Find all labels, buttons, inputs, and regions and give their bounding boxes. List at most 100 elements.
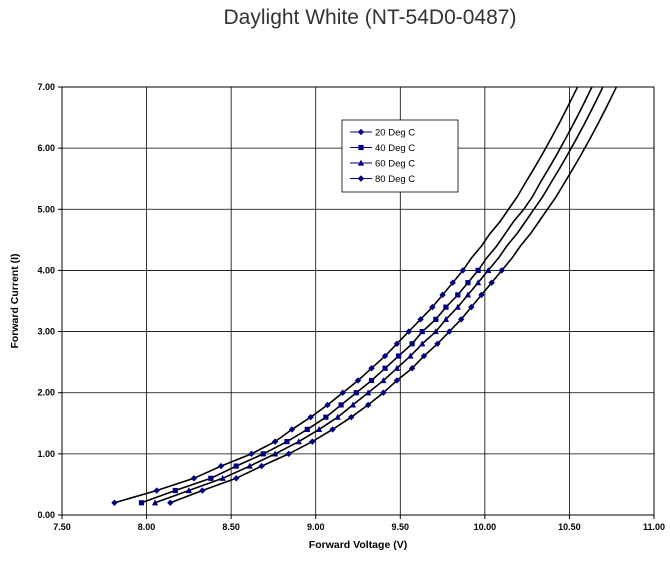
data-point	[309, 438, 316, 445]
x-tick-label: 8.50	[222, 522, 240, 532]
data-point	[272, 450, 279, 457]
data-point	[338, 402, 344, 408]
data-point	[455, 292, 461, 298]
series-4	[167, 87, 618, 506]
data-point	[315, 426, 323, 432]
data-point	[185, 487, 192, 494]
data-point	[443, 304, 449, 310]
data-point	[434, 340, 441, 347]
data-point	[393, 340, 401, 347]
data-point	[382, 365, 388, 371]
data-point	[393, 377, 401, 384]
x-tick-label: 9.50	[392, 522, 410, 532]
legend-item: 20 Deg C	[350, 128, 415, 139]
x-tick-label: 8.00	[138, 522, 156, 532]
data-point	[271, 438, 279, 445]
data-point	[353, 390, 359, 396]
data-point	[368, 365, 375, 372]
chart-title: Daylight White (NT-54D0-0487)	[223, 6, 517, 29]
data-point	[285, 450, 292, 458]
y-tick-label: 5.00	[37, 204, 55, 214]
y-tick-label: 4.00	[37, 265, 55, 275]
x-tick-label: 10.00	[474, 522, 497, 532]
data-point	[364, 401, 372, 409]
data-point	[288, 426, 296, 433]
data-point	[457, 316, 465, 323]
data-point	[248, 450, 255, 458]
data-point	[405, 328, 412, 335]
data-point	[488, 279, 495, 286]
data-point	[295, 438, 302, 445]
series-group	[111, 87, 618, 506]
series-line	[141, 87, 593, 504]
data-point	[138, 500, 145, 506]
data-point	[420, 352, 428, 360]
y-tick-label: 3.00	[37, 327, 55, 337]
data-point	[408, 365, 416, 372]
legend-label: 80 Deg C	[375, 174, 415, 185]
data-point	[433, 316, 439, 322]
data-point	[354, 377, 362, 384]
data-point	[465, 280, 471, 286]
series-line	[154, 87, 604, 504]
data-point	[258, 462, 265, 470]
data-point	[419, 340, 426, 347]
series-2	[138, 87, 593, 506]
data-point	[329, 426, 336, 433]
legend-item: 60 Deg C	[350, 159, 415, 170]
legend-marker	[357, 159, 365, 166]
data-point	[475, 267, 481, 274]
data-point	[217, 462, 225, 470]
data-point	[449, 279, 456, 286]
data-point	[393, 364, 401, 371]
data-point	[151, 499, 159, 506]
data-point	[304, 426, 310, 432]
y-tick-label: 0.00	[37, 510, 55, 520]
y-tick-label: 2.00	[37, 388, 55, 398]
data-point	[485, 267, 492, 274]
legend-item: 80 Deg C	[350, 174, 415, 185]
data-point	[348, 413, 355, 421]
data-point	[219, 474, 226, 481]
legend-marker	[357, 128, 365, 136]
series-line	[170, 87, 618, 504]
data-point	[111, 499, 118, 506]
legend-label: 60 Deg C	[375, 159, 415, 170]
data-point	[395, 353, 402, 359]
data-point	[468, 303, 475, 311]
legend: 20 Deg C 40 Deg C 60 Deg C 80 Deg C	[341, 119, 459, 193]
data-point	[307, 413, 314, 421]
data-point	[474, 279, 482, 286]
x-tick-label: 11.00	[643, 522, 665, 532]
data-point	[459, 267, 467, 274]
series-3	[151, 87, 604, 506]
legend-marker	[358, 144, 364, 151]
data-point	[153, 487, 160, 494]
data-point	[439, 291, 446, 299]
data-point	[429, 303, 436, 311]
data-point	[380, 377, 387, 384]
x-tick-label: 7.50	[53, 522, 71, 532]
plot-border	[61, 86, 655, 516]
legend-marker	[357, 175, 365, 182]
data-point	[432, 328, 439, 335]
data-point	[233, 463, 239, 469]
data-point	[365, 389, 372, 396]
data-point	[260, 451, 266, 457]
y-tick-label: 7.00	[37, 82, 55, 92]
data-point	[246, 462, 253, 469]
data-point	[498, 267, 505, 274]
data-point	[381, 352, 389, 360]
y-tick-label: 6.00	[37, 143, 55, 153]
data-point	[454, 303, 461, 310]
data-point	[478, 291, 485, 299]
data-point	[349, 401, 357, 408]
legend-item: 40 Deg C	[350, 143, 415, 154]
tick-labels: 7.50 8.00 8.50 9.00 9.50 10.00 10.50 11.00 0.00 1…	[37, 82, 665, 532]
data-point	[323, 414, 329, 420]
legend-label: 20 Deg C	[375, 128, 415, 139]
data-point	[446, 328, 453, 335]
series-1	[111, 87, 579, 506]
data-point	[419, 328, 425, 335]
